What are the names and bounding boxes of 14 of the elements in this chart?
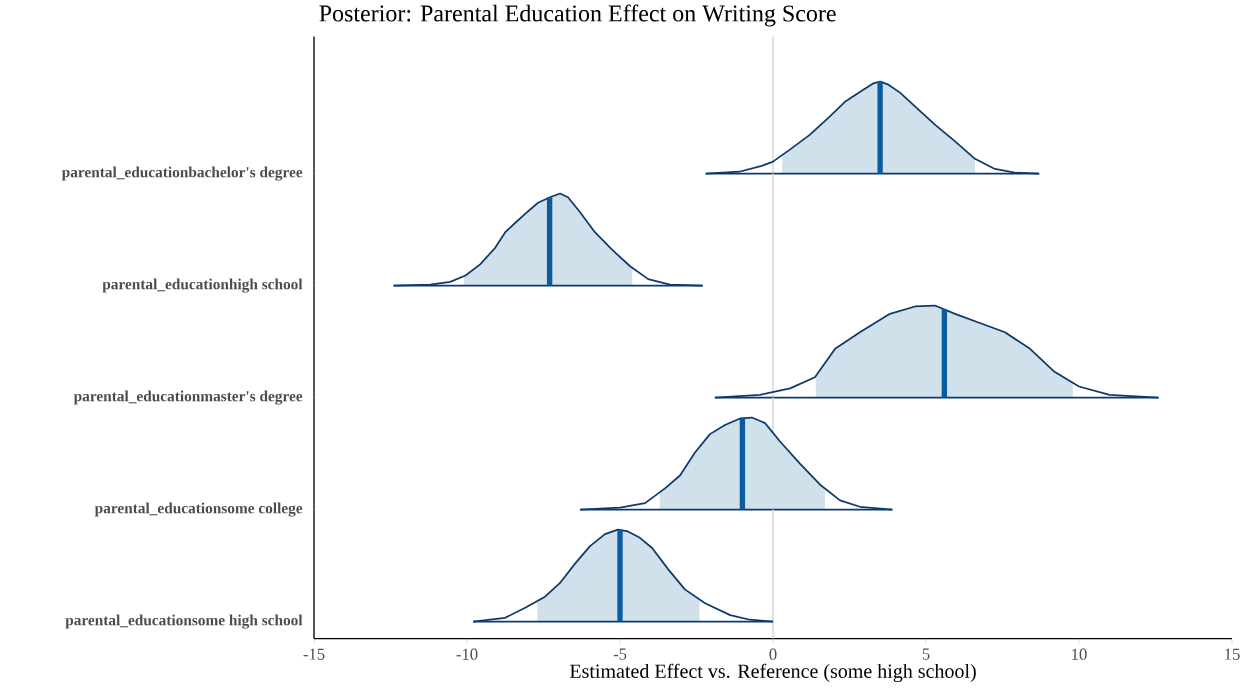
x-tick-label: 5 — [922, 648, 930, 660]
y-axis-title: parental_educationmaster's degree — [73, 390, 303, 405]
x-tick-label: -15 — [303, 648, 325, 660]
x-tick-label: -10 — [456, 648, 478, 661]
y-axis-title: parental_educationsome college — [94, 502, 303, 517]
chart-title: Posterior: Parental Education Effect on Writing Score — [319, 4, 836, 27]
y-axis-title: parental_educationsome high school — [65, 614, 303, 629]
x-axis-title: Estimated Effect vs. Reference (some high school) — [569, 663, 976, 683]
x-tick-label: 15 — [1225, 648, 1240, 660]
x-tick-label: 0 — [769, 648, 777, 661]
x-tick-label: -5 — [613, 648, 627, 660]
y-axis-title: parental_educationhigh school — [102, 278, 303, 293]
y-axis-title: parental_educationbachelor's degree — [61, 166, 303, 181]
x-tick-label: 10 — [1072, 648, 1087, 661]
